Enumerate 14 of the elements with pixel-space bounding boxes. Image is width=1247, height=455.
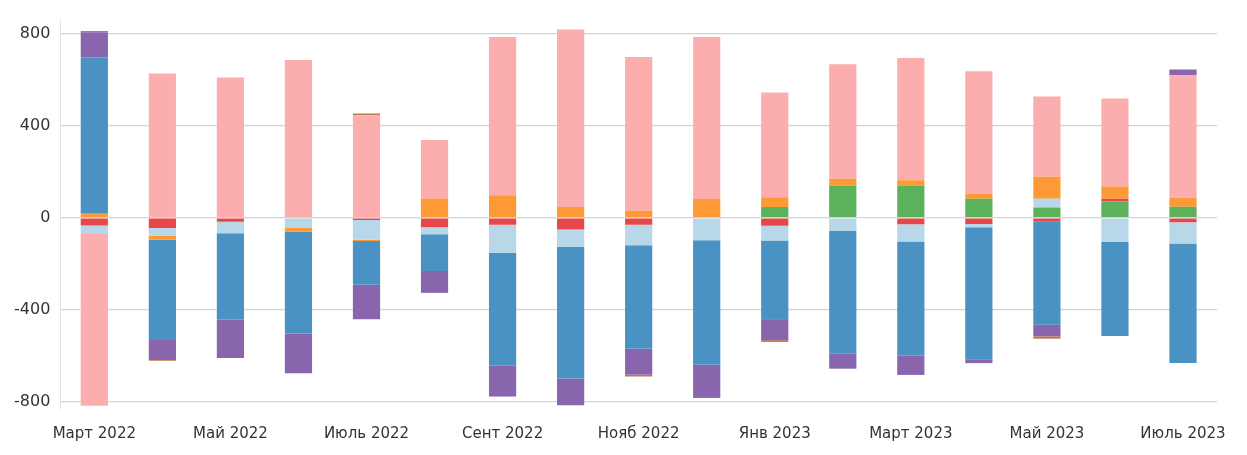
y-tick-label: 400 bbox=[19, 114, 51, 134]
x-tick-label: Нояб 2022 bbox=[597, 423, 680, 442]
y-tick-label: -400 bbox=[14, 299, 51, 319]
y-tick-label: 800 bbox=[19, 22, 51, 42]
x-tick-label: Март 2023 bbox=[869, 423, 953, 442]
x-tick-label: Март 2022 bbox=[52, 423, 136, 442]
x-tick-label: Май 2023 bbox=[1009, 423, 1085, 442]
y-tick-label: -800 bbox=[14, 391, 51, 411]
x-tick-label: Сент 2022 bbox=[461, 423, 544, 442]
x-tick-label: Июль 2022 bbox=[323, 423, 410, 442]
x-tick-label: Июль 2023 bbox=[1140, 423, 1226, 442]
x-tick-label: Май 2022 bbox=[193, 423, 268, 442]
y-tick-label: 0 bbox=[40, 206, 51, 226]
x-tick-label: Янв 2023 bbox=[738, 423, 811, 442]
